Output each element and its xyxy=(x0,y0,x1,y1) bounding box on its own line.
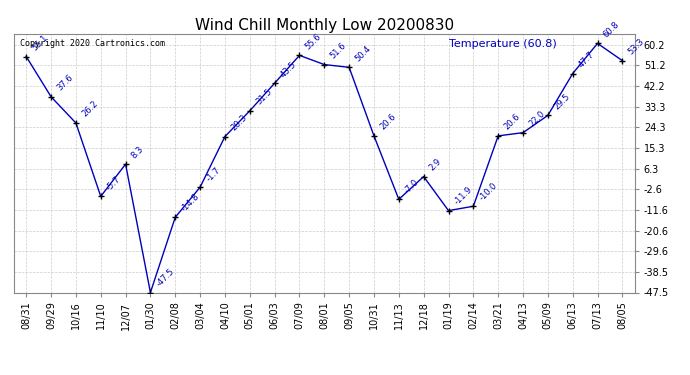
Text: -47.5: -47.5 xyxy=(155,267,176,288)
Text: -10.0: -10.0 xyxy=(477,181,499,202)
Text: 53.3: 53.3 xyxy=(627,37,646,57)
Text: 20.6: 20.6 xyxy=(378,112,397,132)
Text: 8.3: 8.3 xyxy=(130,144,146,160)
Text: -5.7: -5.7 xyxy=(105,174,123,192)
Text: 26.2: 26.2 xyxy=(80,99,99,119)
Text: 55.6: 55.6 xyxy=(304,32,323,51)
Text: -11.9: -11.9 xyxy=(453,185,474,207)
Text: 31.5: 31.5 xyxy=(254,87,273,106)
Text: 51.6: 51.6 xyxy=(328,41,348,60)
Text: 37.6: 37.6 xyxy=(55,73,75,93)
Text: Copyright 2020 Cartronics.com: Copyright 2020 Cartronics.com xyxy=(20,39,165,48)
Text: 20.3: 20.3 xyxy=(229,113,248,132)
Text: 60.8: 60.8 xyxy=(602,20,621,39)
Text: 47.7: 47.7 xyxy=(577,50,596,69)
Text: 29.5: 29.5 xyxy=(552,92,571,111)
Text: 43.5: 43.5 xyxy=(279,60,298,79)
Text: 50.4: 50.4 xyxy=(353,44,373,63)
Text: 20.6: 20.6 xyxy=(502,112,522,132)
Text: -7.0: -7.0 xyxy=(403,177,421,195)
Title: Wind Chill Monthly Low 20200830: Wind Chill Monthly Low 20200830 xyxy=(195,18,454,33)
Text: 2.9: 2.9 xyxy=(428,157,444,172)
Text: -1.7: -1.7 xyxy=(204,165,222,183)
Text: Temperature (60.8): Temperature (60.8) xyxy=(448,39,556,49)
Text: -14.8: -14.8 xyxy=(179,192,201,213)
Text: 22.0: 22.0 xyxy=(527,109,546,129)
Text: 55.1: 55.1 xyxy=(30,33,50,53)
